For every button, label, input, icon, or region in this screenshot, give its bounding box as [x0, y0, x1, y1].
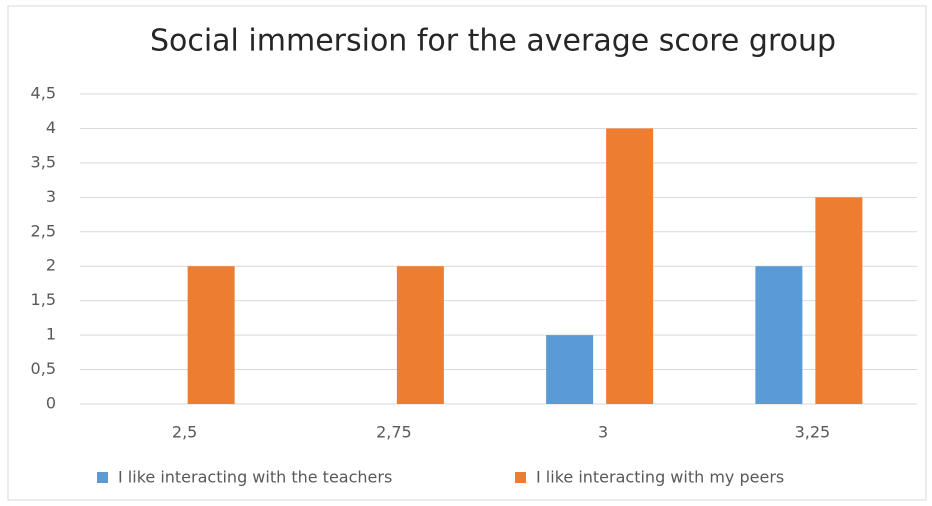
y-tick-label: 4	[46, 118, 56, 137]
chart-border	[7, 5, 927, 501]
bar	[396, 266, 444, 404]
y-tick-label: 1,5	[31, 290, 56, 309]
legend-swatch	[97, 472, 108, 483]
x-tick-label: 2,5	[172, 423, 197, 442]
bar	[546, 335, 594, 404]
y-tick-label: 3	[46, 187, 56, 206]
y-tick-label: 4,5	[31, 84, 56, 103]
legend-label: I like interacting with the teachers	[118, 468, 392, 487]
x-tick-label: 3,25	[795, 423, 831, 442]
bar	[187, 266, 235, 404]
y-tick-label: 2	[46, 256, 56, 275]
legend-swatch	[515, 472, 526, 483]
x-tick-label: 2,75	[376, 423, 412, 442]
x-tick-label: 3	[598, 423, 608, 442]
chart-title: Social immersion for the average score g…	[150, 24, 836, 59]
y-tick-label: 0,5	[31, 359, 56, 378]
y-tick-label: 2,5	[31, 221, 56, 240]
bar	[606, 128, 654, 404]
y-tick-label: 1	[46, 325, 56, 344]
legend-label: I like interacting with my peers	[536, 468, 784, 487]
y-tick-label: 0	[46, 394, 56, 413]
bar	[755, 266, 803, 404]
y-tick-label: 3,5	[31, 152, 56, 171]
bar	[815, 197, 863, 404]
